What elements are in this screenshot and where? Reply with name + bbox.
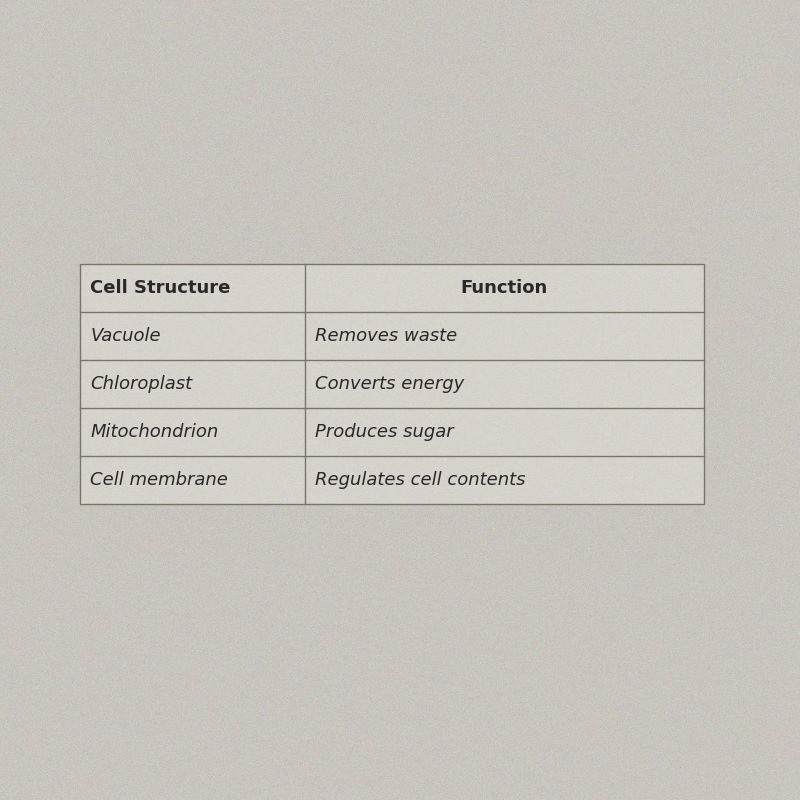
Text: Mitochondrion: Mitochondrion [90, 423, 218, 441]
Text: Converts energy: Converts energy [315, 375, 464, 393]
Text: Cell Structure: Cell Structure [90, 279, 230, 297]
Text: Chloroplast: Chloroplast [90, 375, 193, 393]
Text: Function: Function [461, 279, 548, 297]
Text: Regulates cell contents: Regulates cell contents [315, 471, 526, 489]
Text: Vacuole: Vacuole [90, 327, 161, 345]
Text: Removes waste: Removes waste [315, 327, 458, 345]
Text: Cell membrane: Cell membrane [90, 471, 228, 489]
Text: Produces sugar: Produces sugar [315, 423, 454, 441]
Bar [80, 264, 704, 504]
